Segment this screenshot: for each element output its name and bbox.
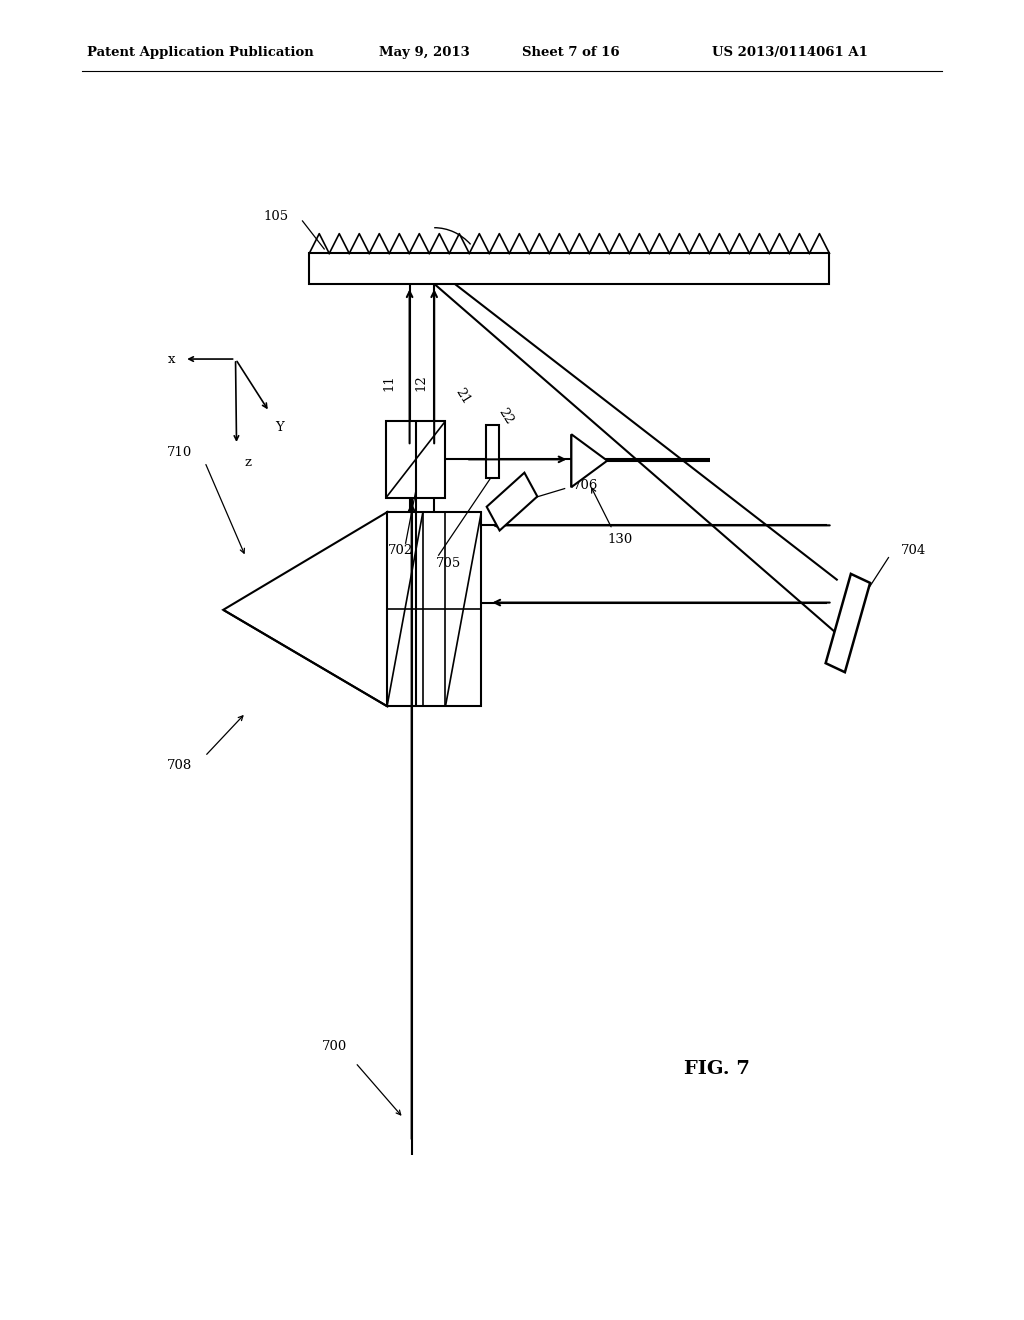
- Text: May 9, 2013: May 9, 2013: [379, 46, 470, 59]
- Text: 21: 21: [453, 385, 473, 407]
- Text: 11: 11: [383, 375, 395, 391]
- Text: Sheet 7 of 16: Sheet 7 of 16: [522, 46, 620, 59]
- Text: Y: Y: [275, 421, 284, 434]
- Text: 705: 705: [436, 557, 461, 570]
- Text: 706: 706: [573, 479, 598, 492]
- Polygon shape: [223, 512, 387, 706]
- Text: 130: 130: [608, 533, 633, 546]
- Polygon shape: [486, 473, 538, 531]
- Polygon shape: [825, 574, 870, 672]
- Bar: [387, 512, 481, 706]
- Bar: [386, 421, 445, 498]
- Text: 22: 22: [496, 405, 516, 426]
- Polygon shape: [571, 434, 607, 487]
- Text: z: z: [245, 455, 251, 469]
- Text: Patent Application Publication: Patent Application Publication: [87, 46, 313, 59]
- Text: 702: 702: [388, 544, 413, 557]
- Text: US 2013/0114061 A1: US 2013/0114061 A1: [712, 46, 867, 59]
- Text: 708: 708: [167, 759, 193, 772]
- Text: 700: 700: [323, 1040, 347, 1053]
- Bar: [309, 253, 829, 284]
- Text: FIG. 7: FIG. 7: [684, 1060, 750, 1078]
- Text: 105: 105: [263, 210, 289, 223]
- Text: 12: 12: [415, 375, 427, 391]
- Text: x: x: [168, 352, 176, 366]
- Text: 704: 704: [901, 544, 927, 557]
- Text: 710: 710: [167, 446, 193, 459]
- Bar: [486, 425, 499, 478]
- Polygon shape: [825, 574, 870, 672]
